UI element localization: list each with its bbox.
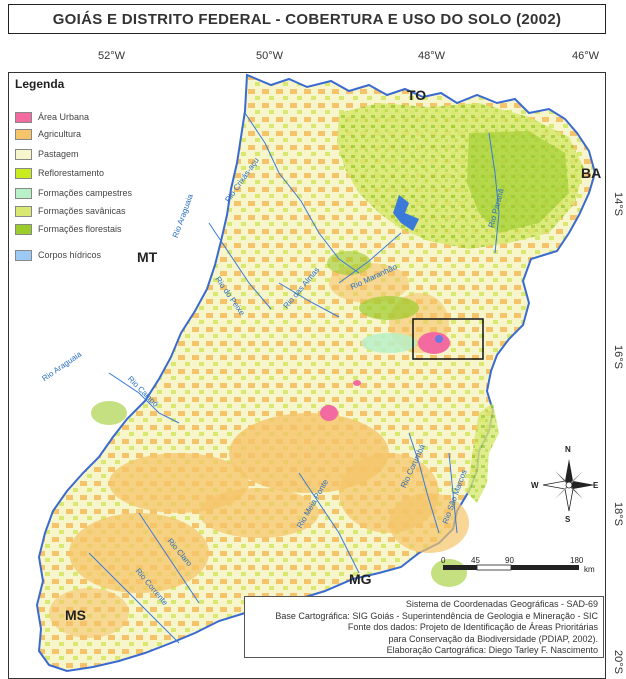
compass-n-label: N [565, 445, 571, 454]
scale-unit: km [584, 565, 595, 574]
legend-label: Agricultura [38, 129, 82, 139]
legend-swatch-formacoes-savanicas [15, 205, 32, 217]
compass-rose [542, 459, 595, 512]
eastern-forest-area [467, 403, 499, 503]
agriculture-patch [199, 488, 319, 538]
region-label-mg: MG [349, 571, 372, 587]
serra-da-mesa-reservoir [393, 195, 419, 231]
legend-label: Área Urbana [38, 112, 90, 122]
region-label-to: TO [407, 87, 427, 103]
credits-line: Fonte dos dados: Projeto de Identificaçã… [347, 622, 598, 632]
legend-item-area-urbana: Área Urbana [15, 111, 89, 123]
compass-e-label: E [593, 481, 599, 490]
urban-area-brasilia [418, 332, 450, 354]
credits-line: Sistema de Coordenadas Geográficas - SAD… [405, 599, 598, 609]
credits-line: Elaboração Cartográfica: Diego Tarley F.… [386, 645, 598, 655]
longitude-label-50w: 50°W [256, 50, 284, 62]
legend-item-formacoes-savanicas: Formações savânicas [15, 205, 126, 217]
legend-item-reflorestamento: Reflorestamento [15, 167, 104, 179]
map-frame: Legenda Área Urbana Agricultura Pastagem… [8, 72, 606, 679]
legend-title: Legenda [15, 77, 65, 91]
legend-label: Reflorestamento [38, 168, 105, 178]
latitude-label-16s: 16°S [612, 345, 624, 369]
map-canvas [35, 73, 597, 673]
scale-bar [443, 564, 579, 571]
credits-line: Base Cartográfica: SIG Goiás - Superinte… [275, 610, 598, 621]
river-lines [88, 112, 500, 644]
distrito-federal-box [412, 318, 484, 360]
agriculture-patch [49, 588, 129, 638]
legend-item-agricultura: Agricultura [15, 128, 81, 140]
legend-swatch-pastagem [15, 148, 32, 160]
urban-area-goiania [320, 405, 338, 421]
forest-patch [327, 251, 371, 275]
legend-item-corpos-hidricos: Corpos hídricos [15, 249, 101, 261]
credits-line: para Conservação da Biodiversidade (PDIA… [388, 633, 598, 644]
legend-label: Pastagem [38, 149, 79, 159]
legend: Legenda Área Urbana Agricultura Pastagem… [13, 77, 163, 261]
legend-label: Formações campestres [38, 188, 133, 198]
legend-label: Formações savânicas [38, 206, 126, 216]
urban-area-anapolis [353, 380, 361, 386]
legend-swatch-formacoes-campestres [15, 187, 32, 199]
legend-item-pastagem: Pastagem [15, 148, 79, 160]
credits-box: Sistema de Coordenadas Geográficas - SAD… [244, 596, 604, 658]
latitude-label-18s: 18°S [612, 502, 624, 526]
longitude-label-52w: 52°W [98, 50, 126, 62]
scale-tick-45: 45 [471, 556, 480, 565]
compass-s-label: S [565, 515, 571, 524]
latitude-label-14s: 14°S [612, 192, 624, 216]
region-label-ms: MS [65, 607, 86, 623]
legend-swatch-area-urbana [15, 111, 32, 123]
longitude-label-48w: 48°W [418, 50, 446, 62]
legend-swatch-agricultura [15, 128, 32, 140]
lake-paranoa [435, 335, 443, 343]
forest-patch [359, 296, 419, 320]
legend-item-formacoes-campestres: Formações campestres [15, 187, 132, 199]
legend-swatch-formacoes-florestais [15, 223, 32, 235]
latitude-label-20s: 20°S [612, 650, 624, 674]
map-title: GOIÁS E DISTRITO FEDERAL - COBERTURA E U… [8, 4, 606, 34]
legend-label: Corpos hídricos [38, 250, 102, 260]
forest-patch [431, 559, 467, 587]
longitude-label-46w: 46°W [572, 50, 600, 62]
scale-tick-0: 0 [441, 556, 446, 565]
agriculture-patch [69, 513, 209, 593]
legend-item-formacoes-florestais: Formações florestais [15, 223, 122, 235]
campestre-patch [361, 333, 417, 353]
region-label-ba: BA [581, 165, 602, 181]
region-label-mt: MT [137, 249, 158, 265]
forest-patch [91, 401, 127, 425]
legend-swatch-corpos-hidricos [15, 249, 32, 261]
compass-w-label: W [531, 481, 539, 490]
scale-tick-180: 180 [570, 556, 584, 565]
agriculture-patch [389, 493, 469, 553]
legend-swatch-reflorestamento [15, 167, 32, 179]
legend-label: Formações florestais [38, 224, 122, 234]
scale-tick-90: 90 [505, 556, 514, 565]
